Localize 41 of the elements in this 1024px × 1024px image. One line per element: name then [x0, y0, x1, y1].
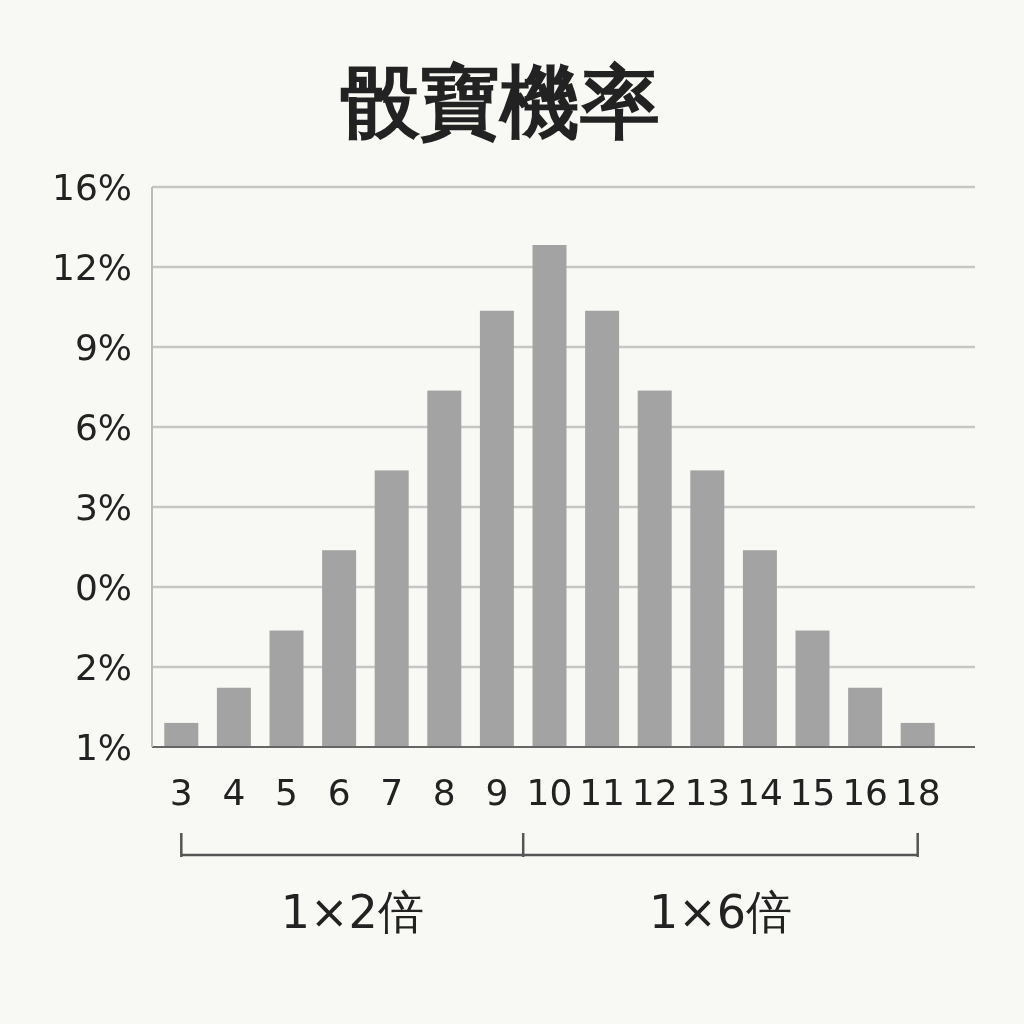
- x-tick-label: 12: [631, 772, 678, 813]
- x-tick-label: 9: [485, 772, 509, 813]
- bar: [900, 722, 935, 747]
- text: 0%: [74, 567, 132, 608]
- x-tick-label: 18: [894, 772, 941, 813]
- bar: [690, 470, 725, 747]
- x-tick-label: 10: [526, 772, 573, 813]
- x-tick-label: 15: [789, 772, 836, 813]
- x-tick-label: 13: [684, 772, 731, 813]
- bar: [269, 630, 304, 747]
- bar: [322, 550, 357, 747]
- x-tick-label: 5: [275, 772, 298, 813]
- text: 6%: [74, 407, 132, 448]
- x-tick-label: 3: [169, 772, 193, 813]
- bar: [427, 390, 462, 747]
- bar: [742, 550, 777, 747]
- bar: [164, 722, 199, 747]
- bar: [848, 687, 883, 747]
- x-tick-label: 16: [842, 772, 889, 813]
- bar: [795, 630, 830, 747]
- bar: [216, 687, 251, 747]
- bar: [532, 245, 567, 747]
- x-tick-label: 4: [222, 772, 246, 813]
- x-tick-label: 11: [579, 772, 626, 813]
- text: 2%: [74, 647, 132, 688]
- text: 9%: [74, 327, 132, 368]
- text: 1×6倍: [648, 885, 792, 939]
- bar: [374, 470, 409, 747]
- text: 1×2倍: [280, 885, 424, 939]
- bar: [585, 310, 620, 747]
- x-tick-label: 6: [327, 772, 351, 813]
- text: 16%: [51, 167, 132, 208]
- x-tick-label: 8: [432, 772, 456, 813]
- x-tick-label: 14: [736, 772, 783, 813]
- text: 3%: [74, 487, 132, 528]
- text: 1%: [74, 727, 132, 768]
- bar: [479, 310, 514, 747]
- text: 12%: [51, 247, 132, 288]
- x-tick-label: 7: [380, 772, 404, 813]
- bar: [637, 390, 672, 747]
- chart-title: 骰寶機率: [340, 56, 660, 149]
